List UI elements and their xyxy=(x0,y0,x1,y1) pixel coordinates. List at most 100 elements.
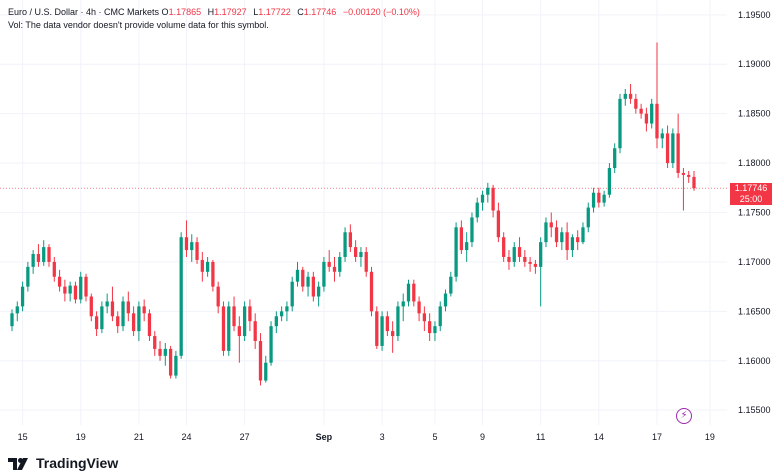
candle-body xyxy=(190,242,194,251)
candle-body xyxy=(89,296,93,317)
candle xyxy=(258,333,263,386)
candle-body xyxy=(665,133,670,164)
tradingview-logo[interactable]: TradingView xyxy=(8,455,118,471)
candle-body xyxy=(332,266,337,272)
candle-body xyxy=(533,263,538,267)
candle xyxy=(20,281,25,312)
y-tick-label: 1.16500 xyxy=(738,306,771,316)
candle xyxy=(692,170,696,191)
candle-body xyxy=(528,261,532,264)
candle xyxy=(665,125,670,169)
y-tick-label: 1.16000 xyxy=(738,356,771,366)
x-tick-label: 14 xyxy=(594,432,604,442)
candle xyxy=(364,247,368,277)
candle xyxy=(79,271,83,304)
candle xyxy=(417,296,421,322)
candle xyxy=(359,247,363,267)
x-tick-label: 3 xyxy=(380,432,385,442)
candle xyxy=(237,316,241,363)
candle-body xyxy=(496,210,501,238)
candle xyxy=(31,250,35,274)
candle xyxy=(634,93,638,114)
candle xyxy=(301,266,305,292)
grid-lines xyxy=(0,0,727,425)
candle xyxy=(36,244,41,267)
candle-body xyxy=(396,306,400,337)
y-tick-label: 1.15500 xyxy=(738,405,771,415)
candle-body xyxy=(681,172,686,175)
candle-body xyxy=(274,316,278,327)
candle-body xyxy=(517,247,522,257)
candle-body xyxy=(422,313,427,322)
candle xyxy=(528,256,532,272)
candle xyxy=(671,128,675,169)
candle-body xyxy=(110,301,115,317)
candle xyxy=(10,309,14,332)
candle-body xyxy=(570,237,575,251)
candle-body xyxy=(52,261,56,277)
open-value: 1.17865 xyxy=(168,7,202,17)
candle xyxy=(279,306,284,322)
candle-body xyxy=(248,306,252,322)
candle-body xyxy=(68,285,72,294)
candle xyxy=(179,232,183,359)
candle xyxy=(496,202,501,243)
x-tick-label: 11 xyxy=(536,432,545,442)
candle xyxy=(211,259,215,292)
candle-body xyxy=(94,316,99,330)
candle-body xyxy=(602,194,606,203)
candle xyxy=(459,220,464,255)
candle xyxy=(163,342,167,366)
candle xyxy=(628,84,633,104)
candle xyxy=(391,321,395,353)
candle-body xyxy=(634,98,638,109)
candle xyxy=(168,345,173,379)
x-tick-label: 24 xyxy=(181,432,191,442)
candle xyxy=(47,244,51,267)
candle-body xyxy=(184,237,189,251)
candle xyxy=(332,256,337,282)
x-tick-label: Sep xyxy=(316,432,333,442)
x-axis[interactable]: 15 19 21 24 27 Sep 3 5 9 11 14 17 19 xyxy=(18,432,715,442)
candle-body xyxy=(301,269,305,287)
candle xyxy=(401,293,405,322)
candle-body xyxy=(385,316,390,332)
candle-body xyxy=(644,113,649,124)
candle-body xyxy=(380,316,384,346)
candle xyxy=(602,190,606,207)
candle-body xyxy=(586,207,590,228)
candle-body xyxy=(433,326,437,334)
candle-body xyxy=(311,276,315,297)
candle-body xyxy=(142,306,146,314)
candle xyxy=(581,222,585,245)
candle xyxy=(322,256,326,292)
x-tick-label: 17 xyxy=(652,432,662,442)
candle-body xyxy=(121,301,125,327)
lightning-icon[interactable]: ⚡ xyxy=(676,408,692,424)
candle-body xyxy=(306,276,310,287)
candle-body xyxy=(163,348,167,356)
candle-body xyxy=(258,340,263,381)
candle xyxy=(100,301,104,334)
low-value: 1.17722 xyxy=(258,7,291,17)
candle xyxy=(131,306,136,337)
candle xyxy=(380,311,384,351)
symbol-title[interactable]: Euro / U.S. Dollar · 4h · CMC Markets xyxy=(8,7,160,17)
candle-body xyxy=(105,301,109,307)
x-tick-label: 19 xyxy=(705,432,715,442)
candle-body xyxy=(158,348,162,356)
candle xyxy=(227,301,231,356)
y-tick-label: 1.18000 xyxy=(738,158,771,168)
candle xyxy=(523,250,527,267)
y-axis[interactable]: 1.15500 1.16000 1.16500 1.17000 1.17500 1.180… xyxy=(738,10,771,415)
candle-body xyxy=(613,148,617,169)
candle-body xyxy=(369,271,374,312)
candle-body xyxy=(221,306,226,351)
candle xyxy=(153,331,157,356)
candle xyxy=(242,301,247,341)
candle xyxy=(396,301,400,341)
candle-body xyxy=(179,237,183,356)
candle xyxy=(517,237,522,262)
